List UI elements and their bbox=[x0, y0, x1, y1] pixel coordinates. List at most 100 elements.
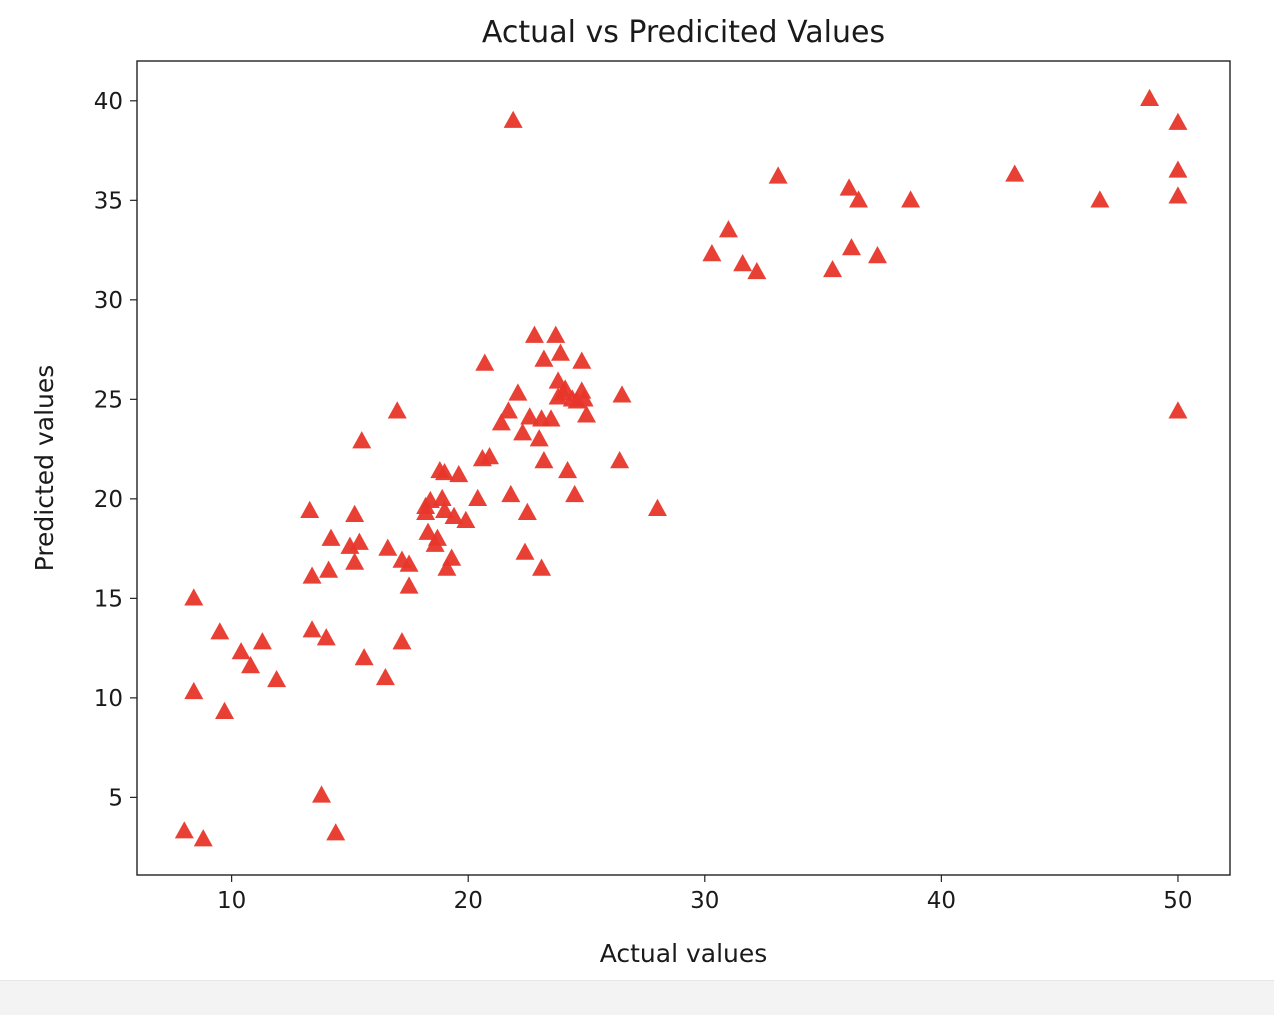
data-point-triangle bbox=[733, 254, 753, 272]
data-point-triangle bbox=[565, 484, 585, 503]
y-tick-label: 15 bbox=[94, 586, 123, 612]
data-point-triangle bbox=[444, 506, 464, 524]
data-point-triangle bbox=[508, 383, 528, 401]
data-point-triangle bbox=[302, 566, 322, 584]
data-point-triangle bbox=[747, 261, 767, 280]
data-point-triangle bbox=[501, 484, 521, 503]
data-point-triangle bbox=[718, 220, 738, 238]
data-point-triangle bbox=[610, 451, 630, 469]
data-point-triangle bbox=[456, 510, 476, 528]
data-point-triangle bbox=[399, 576, 419, 594]
data-point-triangle bbox=[647, 498, 667, 516]
data-point-triangle bbox=[517, 502, 537, 520]
x-tick-label: 20 bbox=[454, 888, 483, 914]
data-point-triangle bbox=[550, 343, 570, 361]
data-point-triangle bbox=[823, 259, 843, 278]
data-point-triangle bbox=[326, 823, 346, 841]
data-point-triangle bbox=[1168, 186, 1188, 204]
data-point-triangle bbox=[841, 238, 861, 256]
scatter-chart: Actual vs Predicited Values 10 20 30 40 50 5… bbox=[30, 15, 1231, 968]
data-point-triangle bbox=[534, 451, 554, 469]
data-point-triangle bbox=[529, 429, 549, 447]
data-point-triangle bbox=[503, 110, 523, 128]
bottom-strip bbox=[0, 980, 1274, 1015]
x-tick-label: 50 bbox=[1163, 888, 1192, 914]
data-point-triangle bbox=[193, 829, 213, 847]
data-point-triangle bbox=[515, 542, 535, 560]
data-point-triangle bbox=[901, 190, 921, 208]
data-point-triangle bbox=[520, 407, 540, 425]
data-point-triangle bbox=[392, 632, 412, 650]
x-axis-label: Actual values bbox=[600, 939, 768, 968]
x-tick-label: 10 bbox=[217, 888, 246, 914]
data-point-triangle bbox=[418, 522, 438, 540]
data-point-triangle bbox=[316, 628, 336, 646]
x-tick-label: 40 bbox=[927, 888, 956, 914]
data-point-triangle bbox=[321, 528, 341, 546]
data-point-triangle bbox=[231, 642, 251, 660]
data-point-triangle bbox=[184, 681, 204, 700]
data-point-triangle bbox=[577, 405, 597, 423]
data-point-triangle bbox=[574, 389, 594, 407]
x-axis-ticks: 10 20 30 40 50 bbox=[217, 875, 1193, 914]
y-tick-label: 40 bbox=[94, 89, 123, 115]
data-point-triangle bbox=[572, 351, 592, 369]
data-point-triangle bbox=[555, 379, 575, 397]
data-point-triangle bbox=[354, 648, 374, 666]
data-point-triangle bbox=[449, 464, 469, 483]
plot-area-frame bbox=[136, 60, 1231, 876]
y-tick-label: 25 bbox=[94, 387, 123, 413]
data-point-triangle bbox=[849, 190, 869, 208]
data-point-triangle bbox=[867, 246, 887, 264]
data-point-triangle bbox=[1168, 401, 1188, 419]
data-point-triangle bbox=[312, 785, 332, 803]
chart-title: Actual vs Predicited Values bbox=[482, 15, 885, 50]
data-point-triangle bbox=[378, 538, 398, 556]
data-point-triangle bbox=[1168, 160, 1188, 178]
data-point-triangle bbox=[174, 821, 194, 839]
data-point-triangle bbox=[300, 500, 320, 518]
y-tick-label: 10 bbox=[94, 686, 123, 712]
data-point-triangle bbox=[546, 325, 566, 343]
data-point-triangle bbox=[210, 622, 230, 640]
data-point-triangle bbox=[319, 560, 339, 578]
y-axis-ticks: 5 10 15 20 25 30 35 40 bbox=[94, 89, 137, 811]
data-point-triangle bbox=[345, 504, 365, 522]
data-point-triangle bbox=[475, 353, 495, 371]
x-tick-label: 30 bbox=[690, 888, 719, 914]
data-point-triangle bbox=[612, 385, 632, 403]
data-point-triangle bbox=[768, 166, 788, 184]
data-point-triangle bbox=[1168, 112, 1188, 130]
data-point-triangle bbox=[267, 669, 287, 688]
data-point-triangle bbox=[1005, 164, 1025, 182]
data-point-triangle bbox=[252, 632, 272, 650]
y-axis-label: Predicted values bbox=[30, 365, 59, 572]
data-point-triangle bbox=[435, 500, 455, 518]
data-point-triangle bbox=[432, 488, 452, 507]
data-point-triangle bbox=[215, 701, 235, 720]
data-point-triangle bbox=[352, 431, 372, 449]
data-point-triangle bbox=[1090, 190, 1110, 208]
data-point-triangle bbox=[435, 462, 455, 481]
data-point-triangle bbox=[241, 656, 261, 674]
data-point-triangle bbox=[387, 401, 407, 419]
data-point-triangle bbox=[302, 620, 322, 638]
data-point-triangle bbox=[416, 502, 436, 520]
y-tick-label: 5 bbox=[108, 785, 123, 811]
data-point-triangle bbox=[532, 558, 552, 576]
data-point-triangle bbox=[541, 409, 561, 427]
y-tick-label: 20 bbox=[94, 487, 123, 513]
data-point-triangle bbox=[498, 401, 518, 419]
data-point-triangle bbox=[513, 423, 533, 441]
data-point-triangle bbox=[468, 488, 488, 507]
data-point-triangle bbox=[184, 588, 204, 606]
data-point-triangle bbox=[437, 558, 457, 576]
data-point-triangle bbox=[534, 349, 554, 367]
data-points bbox=[174, 88, 1188, 847]
data-point-triangle bbox=[1140, 88, 1160, 107]
data-point-triangle bbox=[558, 460, 578, 479]
data-point-triangle bbox=[480, 447, 500, 465]
y-tick-label: 30 bbox=[94, 288, 123, 314]
data-point-triangle bbox=[349, 532, 369, 550]
data-point-triangle bbox=[442, 548, 462, 566]
